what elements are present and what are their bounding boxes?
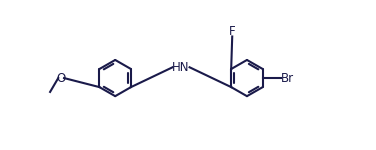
Text: HN: HN <box>171 61 189 74</box>
Text: Br: Br <box>281 72 294 85</box>
Text: O: O <box>56 72 65 85</box>
Text: F: F <box>229 25 235 38</box>
